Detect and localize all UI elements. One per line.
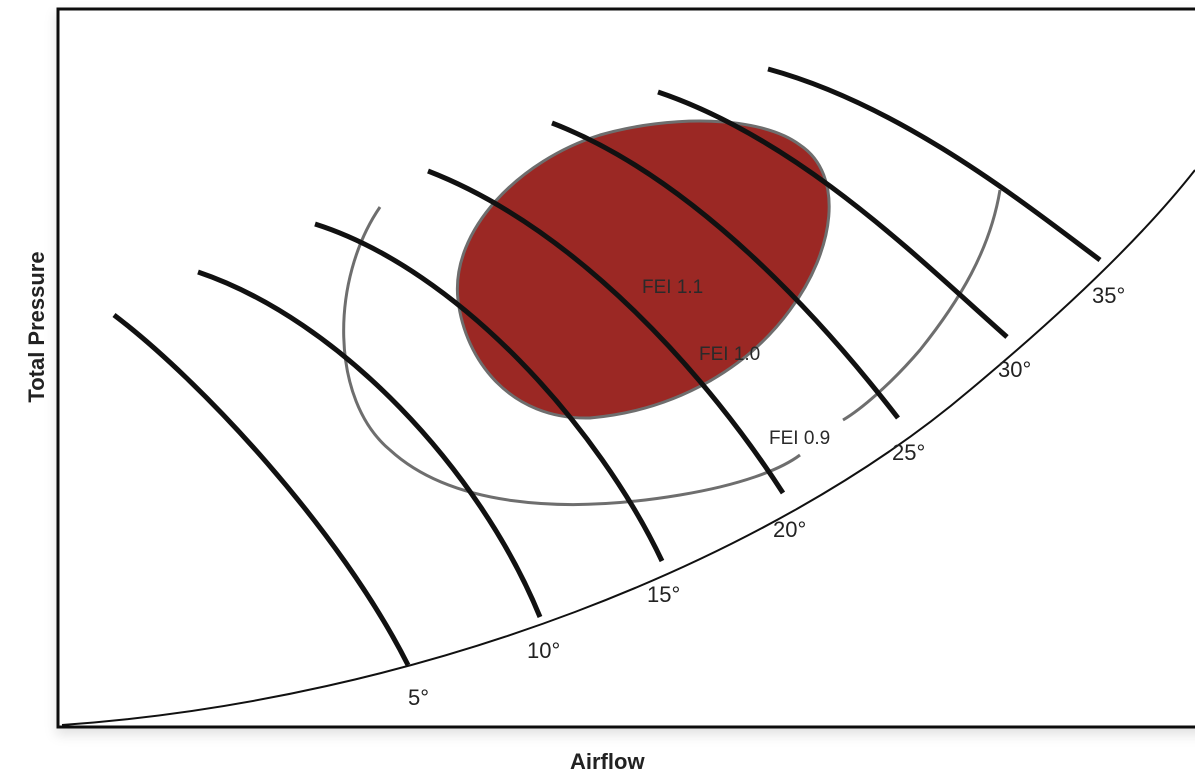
x-axis-title: Airflow — [570, 749, 645, 774]
blade-angle-label-20: 20° — [773, 517, 806, 542]
blade-angle-label-35: 35° — [1092, 283, 1125, 308]
blade-curve-30 — [657, 89, 1009, 339]
blade-curve-20 — [427, 168, 786, 495]
blade-curve-25 — [551, 120, 900, 420]
blade-angle-label-10: 10° — [527, 638, 560, 663]
blade-curve-10 — [197, 269, 543, 618]
blade-angle-labels: 5° 10° 15° 20° 25° 30° 35° — [408, 283, 1125, 710]
blade-curve-5 — [112, 313, 411, 667]
blade-curve-15 — [314, 221, 665, 563]
fei-0-9-contour-right — [842, 189, 1002, 422]
blade-angle-label-5: 5° — [408, 685, 429, 710]
blade-angle-label-15: 15° — [647, 582, 680, 607]
fei-label-0-9: FEI 0.9 — [769, 428, 830, 449]
blade-angle-label-25: 25° — [892, 440, 925, 465]
blade-curve-35 — [767, 66, 1102, 262]
blade-angle-label-30: 30° — [998, 357, 1031, 382]
fei-label-1-1: FEI 1.1 — [642, 277, 703, 298]
blade-angle-curves — [112, 66, 1102, 667]
airflow-boundary-arc — [61, 169, 1195, 726]
fei-label-1-0: FEI 1.0 — [699, 344, 760, 365]
y-axis-title: Total Pressure — [24, 251, 49, 403]
